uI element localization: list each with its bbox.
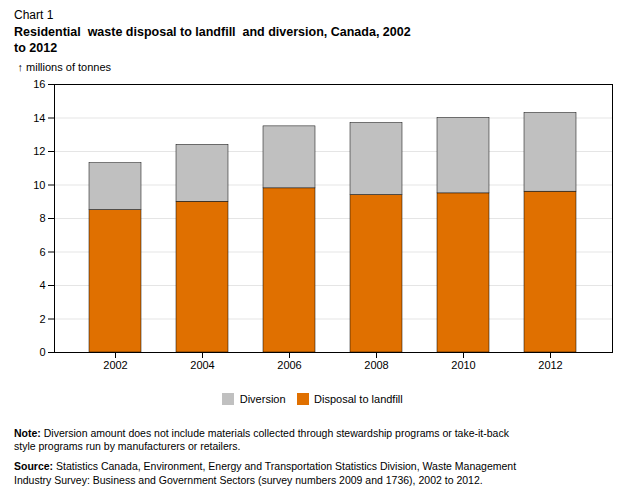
svg-text:12: 12 [33, 145, 45, 157]
svg-text:2004: 2004 [190, 360, 214, 372]
svg-text:2002: 2002 [103, 360, 127, 372]
html-text:Disposal to landfill: Disposal to landfill [314, 392, 403, 405]
svg-text:2: 2 [39, 313, 45, 325]
svg-text:10: 10 [33, 179, 45, 191]
html-text:Residential waste disposal to: Residential waste disposal to landfill a… [14, 25, 411, 55]
svg-text:2012: 2012 [538, 360, 562, 372]
svg-text:8: 8 [39, 212, 45, 224]
svg-text:2008: 2008 [364, 360, 388, 372]
svg-text:↑ millions of tonnes: ↑ millions of tonnes [18, 62, 112, 74]
svg-text:14: 14 [33, 112, 45, 124]
svg-text:2006: 2006 [277, 360, 301, 372]
svg-text:16: 16 [33, 78, 45, 90]
html-text:Source: Statistics Canada, Env: Source: Statistics Canada, Environment, … [14, 460, 517, 486]
svg-text:6: 6 [39, 246, 45, 258]
svg-text:4: 4 [39, 279, 45, 291]
svg-text:2010: 2010 [451, 360, 475, 372]
html-text:Note: Diversion amount does no: Note: Diversion amount does not include … [14, 426, 509, 453]
html-text:Diversion: Diversion [239, 392, 286, 405]
svg-text:0: 0 [39, 346, 45, 358]
html-text:Chart 1: Chart 1 [14, 8, 54, 22]
